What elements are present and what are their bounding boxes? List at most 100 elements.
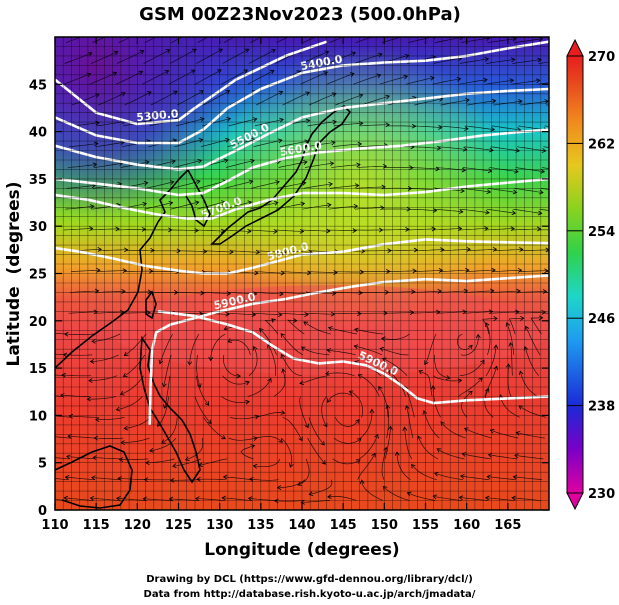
- streamline: [224, 180, 253, 189]
- streamline: [297, 458, 310, 486]
- streamline: [487, 38, 517, 44]
- streamline: [142, 70, 169, 85]
- streamline: [123, 354, 146, 377]
- streamline-arrowhead: [353, 344, 359, 349]
- y-tick-label: 10: [29, 409, 47, 424]
- y-tick-label: 15: [29, 362, 47, 377]
- streamline-arrowhead: [115, 30, 119, 34]
- streamline: [145, 181, 174, 189]
- streamline: [411, 464, 437, 481]
- streamline: [309, 479, 333, 495]
- streamline-arrowhead: [250, 158, 255, 164]
- streamline-arrowhead: [327, 398, 332, 403]
- colorbar-tick-label: 246: [588, 312, 615, 327]
- streamline-arrowhead: [194, 228, 199, 233]
- streamline: [225, 160, 255, 168]
- streamline: [62, 374, 91, 377]
- streamline-arrowhead: [122, 372, 128, 377]
- streamline-arrowhead: [122, 268, 128, 274]
- streamline-arrowhead: [351, 51, 357, 57]
- streamline: [520, 249, 549, 252]
- streamline: [331, 312, 361, 315]
- streamline: [500, 394, 520, 418]
- streamline-arrowhead: [355, 418, 360, 424]
- streamline-arrowhead: [412, 268, 417, 274]
- streamline: [466, 100, 496, 106]
- streamline-arrowhead: [505, 322, 511, 327]
- streamline-arrowhead: [489, 428, 495, 434]
- streamline-arrowhead: [149, 448, 154, 453]
- streamline: [90, 497, 120, 501]
- streamline-arrowhead: [200, 290, 205, 296]
- streamline-arrowhead: [564, 227, 567, 231]
- streamline-arrowhead: [480, 359, 485, 365]
- streamline-arrowhead: [280, 353, 285, 359]
- streamline: [327, 392, 354, 403]
- streamline-arrowhead: [436, 448, 442, 453]
- streamline-arrowhead: [95, 120, 100, 126]
- streamline: [55, 457, 70, 460]
- streamline: [196, 354, 201, 388]
- streamline-arrowhead: [379, 347, 385, 352]
- streamline: [283, 250, 313, 253]
- streamline-arrowhead: [490, 126, 496, 132]
- streamline: [173, 159, 202, 168]
- streamline-arrowhead: [164, 70, 170, 75]
- streamline-arrowhead: [117, 476, 122, 481]
- streamline-arrowhead: [281, 368, 286, 374]
- streamline: [55, 395, 64, 397]
- streamline: [434, 208, 463, 213]
- streamline-arrowhead: [142, 201, 148, 207]
- streamline: [250, 37, 262, 44]
- colorbar: 230 238 246 254 262 270: [566, 38, 615, 511]
- streamline: [91, 333, 121, 342]
- streamline: [69, 143, 98, 148]
- streamline-arrowhead: [464, 126, 469, 131]
- streamline-arrowhead: [357, 311, 362, 317]
- streamline-arrowhead: [461, 452, 467, 457]
- streamline-arrowhead: [486, 189, 492, 194]
- streamline: [279, 140, 309, 148]
- streamline: [194, 396, 212, 424]
- streamline: [406, 405, 414, 439]
- colorbar-min-arrow: [566, 492, 584, 511]
- streamline-arrowhead: [475, 333, 481, 339]
- streamline: [518, 405, 547, 418]
- streamline: [326, 73, 355, 85]
- streamline: [436, 167, 466, 171]
- streamline: [252, 312, 282, 316]
- streamline-arrowhead: [355, 459, 361, 464]
- streamline-arrowhead: [508, 341, 514, 347]
- streamline-arrowhead: [403, 74, 409, 80]
- streamline: [396, 452, 411, 480]
- streamline-arrowhead: [303, 321, 309, 326]
- streamline-arrowhead: [537, 210, 543, 216]
- credit-data-source: Data from http://database.rish.kyoto-u.a…: [143, 589, 476, 600]
- streamline-arrowhead: [91, 475, 96, 481]
- colorbar-tick-label: 238: [588, 400, 615, 415]
- streamline: [63, 73, 91, 85]
- streamline: [302, 37, 317, 44]
- streamline-arrowhead: [359, 479, 365, 485]
- x-axis-label: Longitude (degrees): [204, 540, 399, 560]
- streamline: [487, 476, 516, 481]
- streamline: [121, 437, 150, 444]
- streamline: [169, 229, 199, 231]
- streamline: [513, 476, 543, 481]
- streamline: [539, 208, 549, 211]
- streamline-arrowhead: [535, 78, 541, 84]
- streamline-arrowhead: [38, 330, 42, 334]
- streamline: [412, 125, 442, 129]
- streamline: [276, 37, 289, 44]
- streamline: [542, 167, 549, 169]
- x-tick-label: 110: [41, 518, 68, 533]
- streamline-arrowhead: [123, 247, 129, 253]
- streamline: [387, 270, 417, 272]
- streamline: [200, 138, 230, 148]
- streamline: [240, 445, 255, 460]
- streamline: [281, 271, 311, 274]
- streamline: [116, 497, 146, 501]
- streamline: [253, 458, 281, 468]
- streamline: [489, 311, 519, 314]
- streamline: [249, 478, 279, 481]
